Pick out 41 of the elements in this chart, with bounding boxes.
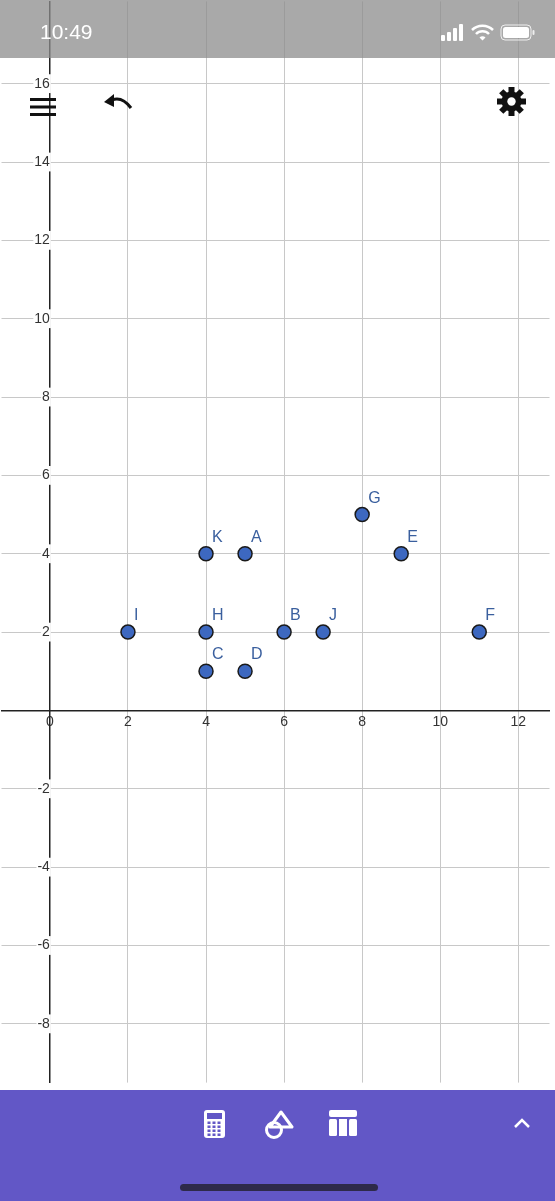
y-tick-label: -8: [37, 1014, 51, 1031]
point: [237, 546, 253, 562]
annotation: E: [407, 527, 418, 545]
annotation: C: [212, 645, 224, 663]
y-tick-label: 14: [34, 152, 51, 169]
y-tick-label: 4: [42, 544, 51, 561]
x-tick-label: 4: [202, 712, 211, 729]
x-tick-label: 6: [280, 712, 289, 729]
point: [354, 506, 370, 523]
y-tick-label: -4: [37, 858, 51, 874]
annotation: G: [368, 488, 381, 506]
annotation: K: [212, 527, 224, 545]
x-tick-label: 8: [358, 712, 367, 729]
y-tick-label: -2: [37, 779, 51, 796]
y-tick-label: 6: [42, 466, 51, 483]
annotation: I: [133, 606, 139, 624]
point: [198, 663, 214, 680]
annotation: F: [485, 606, 496, 624]
point: [198, 546, 214, 562]
annotation: A: [251, 527, 263, 545]
point: [315, 624, 331, 640]
y-tick-label: 8: [42, 387, 51, 404]
point: [120, 624, 136, 640]
annotation: D: [251, 645, 263, 663]
y-tick-label: 16: [34, 74, 51, 91]
x-tick-label: 2: [124, 712, 133, 729]
point: [276, 624, 292, 640]
x-tick-label: 12: [510, 712, 527, 729]
x-tick-label: 10: [432, 712, 449, 729]
point: [393, 546, 409, 562]
y-tick-label: -6: [37, 936, 51, 953]
y-tick-label: 2: [42, 622, 51, 639]
annotation: H: [212, 606, 224, 624]
y-tick-label: 12: [34, 231, 51, 248]
annotation: 10:49: [40, 20, 93, 44]
annotation: J: [329, 606, 338, 624]
y-tick-label: 10: [34, 309, 51, 326]
point: [237, 663, 253, 680]
point: [198, 624, 214, 640]
annotation: B: [290, 606, 301, 624]
point: [471, 624, 487, 640]
